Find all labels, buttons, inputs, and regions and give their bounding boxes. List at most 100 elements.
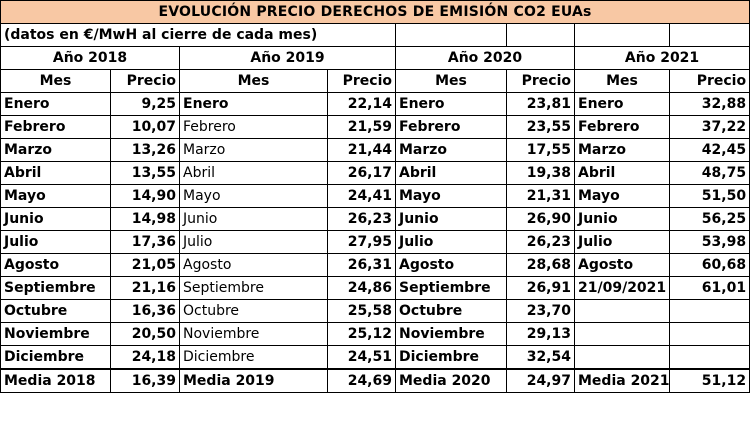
column-header-price: Precio bbox=[668, 69, 750, 93]
month-cell-2021 bbox=[574, 345, 670, 370]
price-cell-2019: 21,59 bbox=[327, 115, 396, 139]
price-cell-2019: 26,23 bbox=[327, 207, 396, 231]
year-header-2019: Año 2019 bbox=[179, 46, 396, 70]
month-cell-2021 bbox=[574, 322, 670, 346]
month-cell-2018: Enero bbox=[0, 92, 111, 116]
price-cell-2019: 26,31 bbox=[327, 253, 396, 277]
subtitle-row: (datos en €/MwH al cierre de cada mes) bbox=[0, 23, 750, 47]
average-value: 24,69 bbox=[327, 368, 396, 393]
month-cell-2019: Agosto bbox=[179, 253, 328, 277]
year-header-2021: Año 2021 bbox=[573, 46, 750, 70]
price-cell-2019: 27,95 bbox=[327, 230, 396, 254]
price-cell-2021: 42,45 bbox=[668, 138, 750, 162]
month-cell-2021: Julio bbox=[574, 230, 670, 254]
column-header-price: Precio bbox=[110, 69, 180, 93]
month-cell-2019: Marzo bbox=[179, 138, 328, 162]
month-cell-2018: Julio bbox=[0, 230, 111, 254]
price-cell-2020: 26,23 bbox=[506, 230, 575, 254]
month-cell-2019: Septiembre bbox=[179, 276, 328, 300]
price-cell-2018: 13,26 bbox=[110, 138, 180, 162]
average-label: Media 2020 bbox=[395, 368, 507, 393]
price-cell-2021 bbox=[668, 345, 750, 370]
price-cell-2018: 21,16 bbox=[110, 276, 180, 300]
month-cell-2019: Abril bbox=[179, 161, 328, 185]
units-note: (datos en €/MwH al cierre de cada mes) bbox=[0, 23, 396, 47]
empty-cell bbox=[668, 23, 750, 47]
month-cell-2018: Octubre bbox=[0, 299, 111, 323]
table-row: Enero 9,25 Enero 22,14 Enero 23,81 Enero 32,88 bbox=[0, 92, 750, 116]
emission-price-table: EVOLUCIÓN PRECIO DERECHOS DE EMISIÓN CO2… bbox=[0, 0, 750, 393]
average-label: Media 2019 bbox=[179, 368, 328, 393]
column-header-month: Mes bbox=[574, 69, 670, 93]
price-cell-2020: 23,55 bbox=[506, 115, 575, 139]
month-cell-2020: Marzo bbox=[395, 138, 507, 162]
table-row: Octubre 16,36 Octubre 25,58 Octubre 23,70 bbox=[0, 299, 750, 323]
month-cell-2020: Agosto bbox=[395, 253, 507, 277]
average-label: Media 2018 bbox=[0, 368, 111, 393]
column-header-month: Mes bbox=[0, 69, 111, 93]
year-header-2018: Año 2018 bbox=[0, 46, 180, 70]
price-cell-2018: 13,55 bbox=[110, 161, 180, 185]
month-cell-2020: Abril bbox=[395, 161, 507, 185]
price-cell-2019: 25,12 bbox=[327, 322, 396, 346]
price-cell-2020: 21,31 bbox=[506, 184, 575, 208]
month-cell-2019: Octubre bbox=[179, 299, 328, 323]
price-cell-2018: 14,90 bbox=[110, 184, 180, 208]
price-cell-2018: 24,18 bbox=[110, 345, 180, 370]
month-cell-2018: Febrero bbox=[0, 115, 111, 139]
price-cell-2019: 24,86 bbox=[327, 276, 396, 300]
price-cell-2018: 20,50 bbox=[110, 322, 180, 346]
month-cell-2019: Diciembre bbox=[179, 345, 328, 370]
average-value: 51,12 bbox=[668, 368, 750, 393]
month-cell-2018: Agosto bbox=[0, 253, 111, 277]
price-cell-2020: 26,91 bbox=[506, 276, 575, 300]
price-cell-2021: 53,98 bbox=[668, 230, 750, 254]
column-header-month: Mes bbox=[395, 69, 507, 93]
table-row: Julio 17,36 Julio 27,95 Julio 26,23 Julio 53,98 bbox=[0, 230, 750, 254]
averages-row: Media 2018 16,39 Media 2019 24,69 Media 2020… bbox=[0, 368, 750, 393]
column-header-price: Precio bbox=[327, 69, 396, 93]
price-cell-2019: 25,58 bbox=[327, 299, 396, 323]
price-cell-2020: 32,54 bbox=[506, 345, 575, 370]
month-cell-2019: Julio bbox=[179, 230, 328, 254]
price-cell-2019: 21,44 bbox=[327, 138, 396, 162]
year-header-2020: Año 2020 bbox=[395, 46, 575, 70]
price-cell-2020: 28,68 bbox=[506, 253, 575, 277]
month-cell-2021: Mayo bbox=[574, 184, 670, 208]
price-cell-2020: 19,38 bbox=[506, 161, 575, 185]
price-cell-2020: 23,81 bbox=[506, 92, 575, 116]
price-cell-2018: 9,25 bbox=[110, 92, 180, 116]
month-cell-2018: Junio bbox=[0, 207, 111, 231]
month-cell-2021: Marzo bbox=[574, 138, 670, 162]
month-cell-2018: Mayo bbox=[0, 184, 111, 208]
table-title: EVOLUCIÓN PRECIO DERECHOS DE EMISIÓN CO2… bbox=[0, 0, 750, 24]
month-cell-2019: Mayo bbox=[179, 184, 328, 208]
month-cell-2020: Febrero bbox=[395, 115, 507, 139]
price-cell-2018: 10,07 bbox=[110, 115, 180, 139]
price-cell-2020: 29,13 bbox=[506, 322, 575, 346]
price-cell-2019: 26,17 bbox=[327, 161, 396, 185]
price-cell-2021: 60,68 bbox=[668, 253, 750, 277]
month-cell-2018: Abril bbox=[0, 161, 111, 185]
empty-cell bbox=[395, 23, 507, 47]
year-header-row: Año 2018 Año 2019 Año 2020 Año 2021 bbox=[0, 46, 750, 70]
month-cell-2021: Junio bbox=[574, 207, 670, 231]
average-value: 24,97 bbox=[506, 368, 575, 393]
price-cell-2021: 51,50 bbox=[668, 184, 750, 208]
month-cell-2020: Julio bbox=[395, 230, 507, 254]
table-row: Febrero 10,07 Febrero 21,59 Febrero 23,55 Febr… bbox=[0, 115, 750, 139]
month-cell-2018: Noviembre bbox=[0, 322, 111, 346]
table-row: Noviembre 20,50 Noviembre 25,12 Noviembre 29,… bbox=[0, 322, 750, 346]
month-cell-2021: Febrero bbox=[574, 115, 670, 139]
table-row: Junio 14,98 Junio 26,23 Junio 26,90 Junio 56,25 bbox=[0, 207, 750, 231]
table-row: Septiembre 21,16 Septiembre 24,86 Septiembre… bbox=[0, 276, 750, 300]
column-header-month: Mes bbox=[179, 69, 328, 93]
average-value: 16,39 bbox=[110, 368, 180, 393]
empty-cell bbox=[506, 23, 575, 47]
month-cell-2019: Febrero bbox=[179, 115, 328, 139]
price-cell-2019: 24,51 bbox=[327, 345, 396, 370]
column-header-row: Mes Precio Mes Precio Mes Precio Mes Pre… bbox=[0, 69, 750, 93]
table-row: Mayo 14,90 Mayo 24,41 Mayo 21,31 Mayo 51,50 bbox=[0, 184, 750, 208]
column-header-price: Precio bbox=[506, 69, 575, 93]
month-cell-2021: Agosto bbox=[574, 253, 670, 277]
